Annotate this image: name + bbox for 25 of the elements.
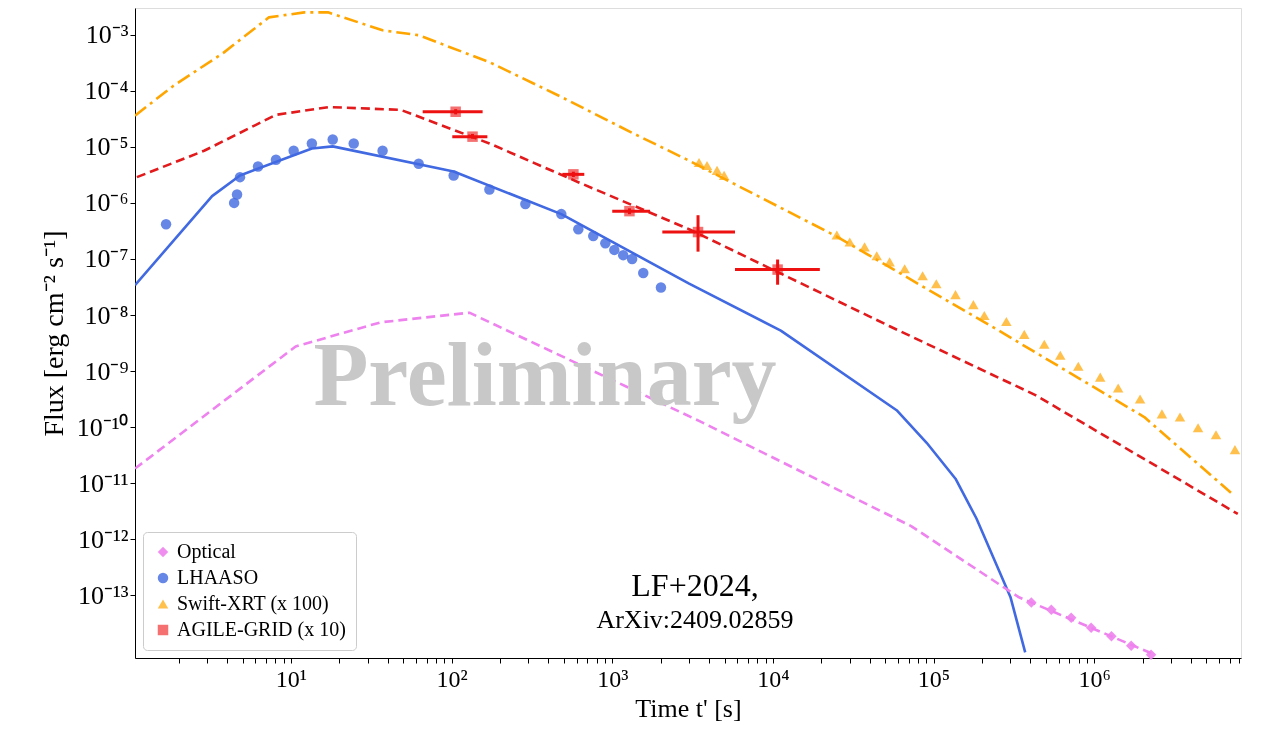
x-tick-label: 10¹ <box>275 665 308 692</box>
y-tick-label: 10⁻¹⁰ <box>76 412 129 442</box>
y-tick-label: 10⁻¹² <box>77 524 129 554</box>
y-tick-label: 10⁻⁵ <box>84 132 129 162</box>
y-tick-label: 10⁻⁹ <box>84 356 129 386</box>
y-axis-title: Flux [erg cm⁻² s⁻¹] <box>37 230 69 437</box>
y-tick-label: 10⁻⁷ <box>84 244 129 274</box>
x-tick-label: 10³ <box>597 665 629 692</box>
y-tick-label: 10⁻⁸ <box>84 300 129 330</box>
legend-label: Swift-XRT (x 100) <box>177 592 329 615</box>
annotation: ArXiv:2409.02859 <box>596 605 794 634</box>
y-tick-label: 10⁻⁴ <box>84 76 129 106</box>
legend-label: LHAASO <box>177 566 259 588</box>
x-tick-label: 10⁵ <box>917 665 951 692</box>
x-axis-title: Time t' [s] <box>635 693 742 723</box>
legend-label: Optical <box>177 540 237 563</box>
y-tick-label: 10⁻¹³ <box>77 580 129 610</box>
annotation: LF+2024, <box>631 567 759 603</box>
x-tick-label: 10⁶ <box>1078 665 1111 692</box>
x-tick-label: 10⁴ <box>757 665 790 692</box>
y-tick-label: 10⁻¹¹ <box>77 468 129 498</box>
legend-label: AGILE-GRID (x 10) <box>177 618 346 641</box>
x-tick-label: 10² <box>436 665 468 692</box>
y-tick-label: 10⁻³ <box>85 20 129 50</box>
y-tick-label: 10⁻⁶ <box>84 188 129 218</box>
